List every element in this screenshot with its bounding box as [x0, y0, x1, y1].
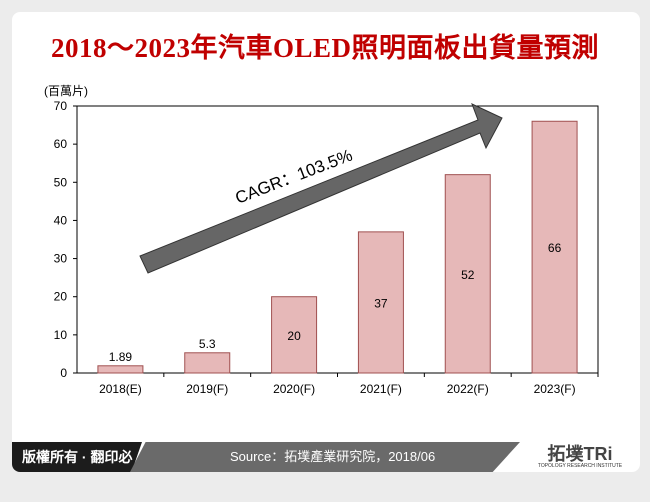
- x-tick-label: 2020(F): [273, 382, 315, 396]
- x-tick-label: 2023(F): [534, 382, 576, 396]
- data-label: 37: [374, 296, 388, 310]
- data-label: 1.89: [109, 350, 133, 364]
- bar: [444, 174, 491, 374]
- y-tick-label: 50: [54, 175, 68, 189]
- x-tick-label: 2019(F): [186, 382, 228, 396]
- bar: [271, 296, 318, 374]
- data-label: 52: [461, 268, 475, 282]
- y-tick-label: 0: [60, 366, 67, 380]
- bar: [97, 365, 144, 374]
- copyright-notice: 版權所有 · 翻印必究: [12, 442, 142, 472]
- logo-text: 拓墣TRi: [547, 444, 613, 464]
- bar: [531, 120, 578, 374]
- y-axis-label: (百萬片): [44, 84, 88, 98]
- data-label: 66: [548, 241, 562, 255]
- y-tick-label: 30: [54, 252, 68, 266]
- y-tick-label: 20: [54, 290, 68, 304]
- y-tick-label: 60: [54, 137, 68, 151]
- y-tick-label: 70: [54, 99, 68, 113]
- cagr-arrow: [139, 103, 503, 274]
- bar: [357, 231, 404, 374]
- chart-title: 2018～2023年汽車OLED照明面板出貨量預測: [50, 33, 600, 63]
- x-tick-label: 2021(F): [360, 382, 402, 396]
- x-tick-label: 2022(F): [447, 382, 489, 396]
- plot-area-frame: [76, 105, 599, 374]
- tri-logo: 拓墣TRi TOPOLOGY RESEARCH INSTITUTE: [530, 445, 630, 471]
- logo-subtext: TOPOLOGY RESEARCH INSTITUTE: [537, 463, 623, 469]
- source-note: Source：拓墣產業研究院，2018/06: [130, 442, 520, 472]
- data-label: 20: [287, 329, 301, 343]
- data-label: 5.3: [199, 337, 216, 351]
- y-tick-label: 10: [54, 328, 68, 342]
- y-tick-label: 40: [54, 213, 68, 227]
- bar: [184, 352, 231, 374]
- x-tick-label: 2018(E): [99, 382, 142, 396]
